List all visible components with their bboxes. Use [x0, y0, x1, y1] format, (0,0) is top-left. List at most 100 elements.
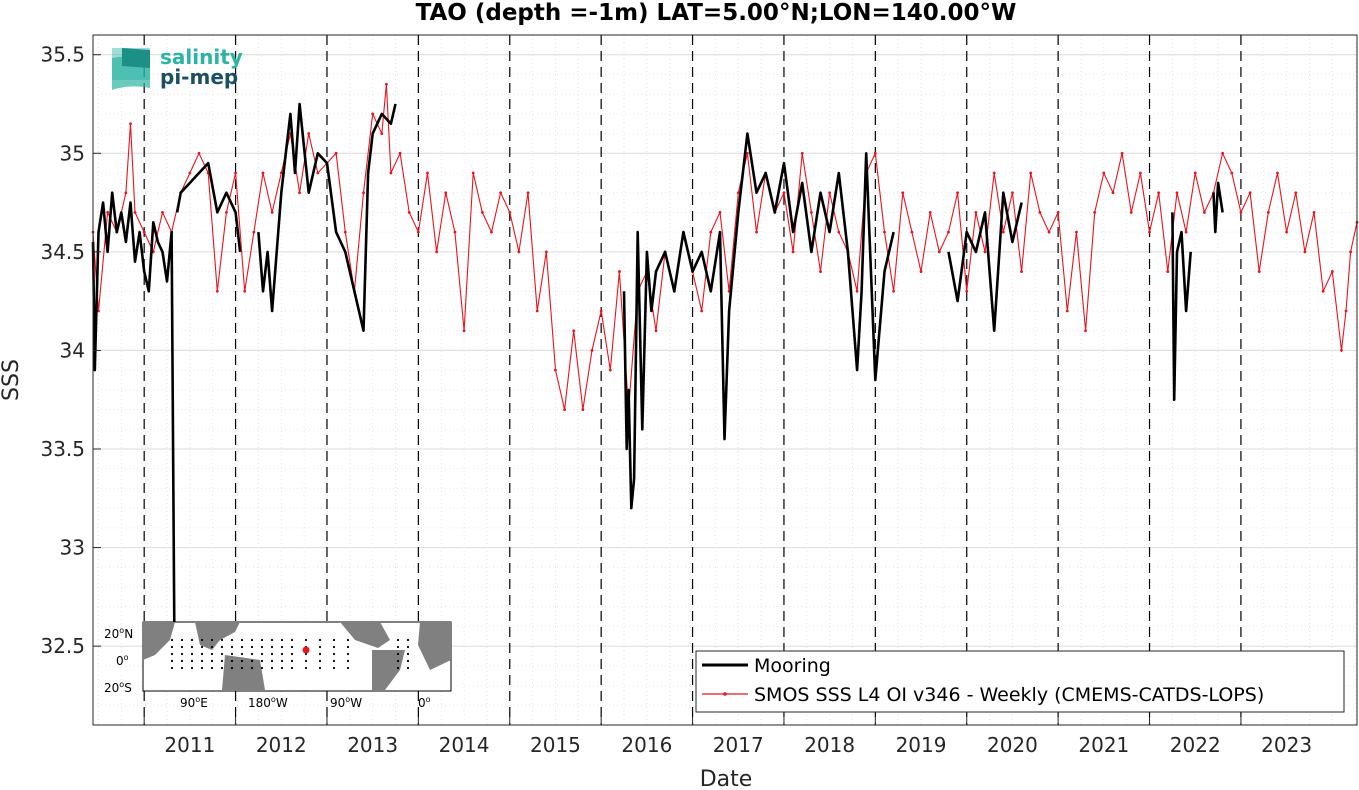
array-dot: [396, 652, 400, 656]
smos-point: [1221, 151, 1225, 155]
map-lon-180w: 180oW: [248, 695, 288, 710]
smos-point: [526, 191, 530, 195]
smos-point: [718, 211, 722, 214]
mooring-segment-0: [91, 191, 176, 627]
array-dot: [260, 638, 264, 642]
array-dot: [240, 645, 244, 649]
mooring-segment-2: [257, 102, 397, 332]
mooring-segment-3: [622, 132, 895, 510]
smos-point: [1321, 289, 1325, 293]
smos-point: [270, 211, 274, 214]
array-dot: [406, 638, 410, 642]
array-dot: [406, 645, 410, 649]
array-dot: [396, 659, 400, 663]
map-lon-90w: 90oW: [330, 695, 362, 710]
array-dot: [270, 666, 274, 670]
smos-point: [618, 270, 621, 273]
x-axis-label: Date: [700, 767, 753, 790]
smos-point: [517, 250, 521, 254]
array-dot: [260, 659, 264, 663]
smos-point: [416, 230, 420, 234]
smos-point: [1202, 211, 1206, 214]
x-tick-label: 2022: [1170, 733, 1221, 757]
x-tick-label: 2023: [1261, 733, 1312, 757]
array-dot: [346, 645, 350, 649]
smos-point: [654, 329, 658, 333]
smos-point: [928, 211, 932, 214]
smos-point: [97, 309, 100, 313]
array-dot: [170, 645, 174, 649]
map-lon-90e: 90oE: [180, 695, 208, 710]
north-america-land: [340, 622, 390, 648]
x-tick-label: 2013: [347, 733, 398, 757]
array-dot: [230, 659, 234, 663]
x-tick-label: 2017: [713, 733, 764, 757]
array-dot: [396, 666, 400, 670]
mooring-array-dots: [170, 638, 410, 670]
array-dot: [332, 645, 336, 649]
array-dot: [200, 652, 204, 656]
array-dot: [332, 638, 336, 642]
smos-point: [261, 171, 265, 175]
array-dot: [200, 645, 204, 649]
y-tick-label: 35.5: [40, 43, 85, 67]
smos-point: [389, 171, 393, 175]
smos-point: [1257, 270, 1261, 273]
smos-point: [873, 151, 877, 155]
logo-line2: pi-mep: [160, 65, 238, 89]
map-lat-20s: 20oS: [104, 680, 132, 695]
array-dot: [220, 645, 224, 649]
array-dot: [210, 638, 214, 642]
smos-point: [535, 309, 539, 313]
smos-point: [384, 82, 388, 86]
smos-point: [1038, 211, 1042, 214]
smos-point: [1230, 171, 1234, 175]
smos-point: [782, 191, 786, 195]
smos-point: [791, 250, 795, 254]
array-dot: [240, 659, 244, 663]
array-dot: [304, 659, 308, 663]
series-layer: [91, 82, 1359, 627]
array-dot: [250, 638, 254, 642]
array-dot: [406, 666, 410, 670]
smos-point: [1294, 191, 1298, 195]
array-dot: [280, 645, 284, 649]
smos-point: [1148, 230, 1151, 234]
smos-point: [1193, 171, 1197, 175]
array-dot: [260, 652, 264, 656]
array-dot: [270, 638, 274, 642]
array-dot: [290, 666, 294, 670]
smos-point: [435, 250, 439, 254]
smos-point: [983, 250, 987, 254]
array-dot: [190, 645, 194, 649]
smos-point: [197, 151, 201, 155]
array-dot: [332, 652, 336, 656]
array-dot: [190, 638, 194, 642]
smos-point: [1138, 171, 1142, 175]
smos-point: [1020, 270, 1023, 273]
x-tick-labels: 2011 2012 2013 2014 2015 2016 2017 2018 2019 2020…: [143, 717, 1312, 757]
smos-point: [956, 191, 960, 195]
array-dot: [318, 645, 322, 649]
array-dot: [332, 666, 336, 670]
smos-point: [837, 230, 841, 234]
smos-point: [736, 191, 740, 195]
chart-title: TAO (depth =-1m) LAT=5.00°N;LON=140.00°W: [416, 0, 1017, 26]
smos-point: [279, 171, 283, 175]
array-dot: [332, 659, 336, 663]
array-dot: [170, 659, 174, 663]
smos-point: [1056, 211, 1060, 214]
array-dot: [190, 666, 194, 670]
smos-point: [1312, 211, 1316, 214]
array-dot: [220, 659, 224, 663]
array-dot: [318, 666, 322, 670]
smos-point: [937, 250, 941, 254]
smos-point: [371, 112, 375, 116]
array-dot: [346, 638, 350, 642]
mooring-segment-1: [175, 161, 242, 253]
africa-land: [143, 622, 175, 660]
array-dot: [318, 652, 322, 656]
smos-point: [380, 132, 384, 135]
smos-point: [1330, 270, 1334, 273]
smos-point: [215, 289, 219, 293]
